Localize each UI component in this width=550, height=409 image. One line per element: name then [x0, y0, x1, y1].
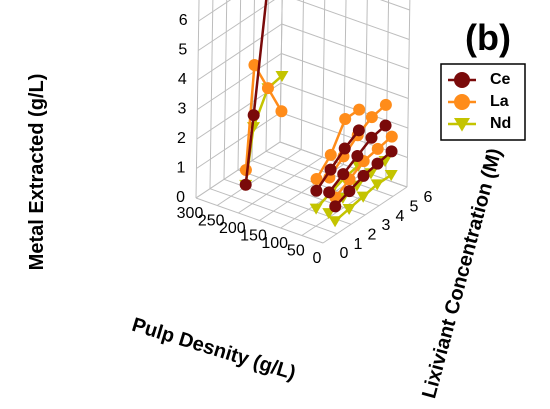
data-point-la — [385, 130, 398, 143]
z-tick-label: 0 — [176, 189, 185, 206]
data-point-nd — [309, 203, 323, 215]
legend-marker-la — [454, 94, 470, 110]
legend-marker-ce — [454, 72, 470, 88]
z-axis-title: Metal Extracted (g/L) — [26, 74, 48, 271]
x-tick-label: 300 — [177, 205, 204, 222]
data-point-ce — [329, 200, 342, 213]
data-point-la — [261, 82, 274, 95]
data-point-ce — [338, 142, 351, 155]
gridline-back-x — [300, 0, 304, 150]
gridline-side-y — [223, 0, 228, 180]
data-point-nd — [342, 203, 356, 216]
legend-marker-nd — [454, 118, 470, 132]
x-tick-label: 200 — [219, 220, 246, 237]
z-tick-label: 6 — [179, 12, 188, 29]
data-point-nd — [275, 70, 289, 83]
z-tick-label: 1 — [177, 160, 186, 177]
data-point-ce — [324, 163, 337, 176]
data-layer — [239, 0, 398, 228]
gridline-side-y — [195, 0, 200, 199]
gridline-back-x — [406, 0, 411, 188]
y-tick-label: 3 — [382, 217, 391, 234]
legend-label-ce: Ce — [490, 71, 511, 88]
legend: Ce La Nd — [440, 63, 526, 141]
data-point-la — [379, 98, 392, 111]
z-tick-label: 4 — [178, 71, 187, 88]
tick-layer: 0123456783002502001501005000123456 — [176, 12, 433, 267]
legend-label-nd: Nd — [490, 115, 511, 132]
data-point-ce — [343, 185, 356, 198]
series-line-ce — [315, 129, 360, 192]
y-tick-label: 6 — [424, 189, 433, 206]
data-point-la — [310, 172, 323, 185]
data-point-nd — [356, 191, 370, 203]
series-line-nd — [315, 164, 360, 210]
y-tick-label: 0 — [340, 245, 349, 262]
data-point-la — [275, 105, 288, 118]
data-point-ce — [351, 149, 364, 162]
x-tick-label: 50 — [287, 243, 305, 260]
gridline-side-y — [237, 0, 242, 171]
data-point-nd — [328, 216, 342, 228]
gridline-side-y — [279, 0, 283, 143]
x-tick-label: 0 — [313, 250, 322, 267]
x-axis-title: Pulp Desnity (g/L) — [129, 314, 298, 385]
series-line-ce — [244, 0, 268, 185]
data-point-ce — [379, 119, 392, 132]
data-point-ce — [357, 169, 370, 182]
data-point-ce — [337, 168, 350, 181]
y-tick-label: 5 — [410, 199, 419, 216]
gridline-back-x — [364, 0, 368, 173]
x-tick-label: 100 — [261, 235, 288, 252]
grid-layer — [195, 0, 411, 244]
gridline-back-x — [343, 0, 347, 165]
data-point-la — [339, 113, 352, 125]
data-point-ce — [247, 109, 260, 122]
gridline-side-y — [265, 0, 269, 152]
y-tick-label: 4 — [396, 208, 405, 225]
gridline-floor-y — [209, 188, 338, 235]
data-point-ce — [239, 178, 252, 191]
z-tick-label: 3 — [177, 101, 186, 118]
gridline-back-x — [321, 0, 326, 158]
gridline-floor-y — [195, 197, 324, 244]
z-tick-label: 5 — [178, 42, 187, 59]
gridline-floor-y — [237, 169, 366, 216]
data-point-la — [371, 142, 384, 155]
data-point-la — [365, 111, 378, 124]
y-axis-title: Lixiviant Concentration (M) — [418, 146, 506, 401]
panel-label: (b) — [465, 17, 511, 58]
data-point-ce — [371, 157, 384, 170]
y-tick-label: 1 — [354, 236, 363, 253]
z-tick-label: 2 — [177, 130, 186, 147]
x-tick-label: 250 — [198, 213, 225, 230]
y-tick-label: 2 — [368, 227, 377, 244]
data-point-ce — [310, 184, 323, 197]
data-point-ce — [352, 124, 365, 137]
data-point-ce — [323, 186, 336, 199]
data-point-la — [248, 59, 261, 72]
x-tick-label: 150 — [240, 228, 267, 245]
data-point-la — [324, 148, 337, 161]
legend-label-la: La — [490, 93, 509, 110]
series-line-la — [315, 108, 360, 180]
data-point-nd — [384, 170, 398, 182]
data-point-la — [353, 103, 366, 116]
data-point-nd — [370, 179, 384, 191]
gridline-side-y — [209, 0, 214, 189]
data-point-ce — [365, 131, 378, 144]
data-point-ce — [385, 145, 398, 158]
